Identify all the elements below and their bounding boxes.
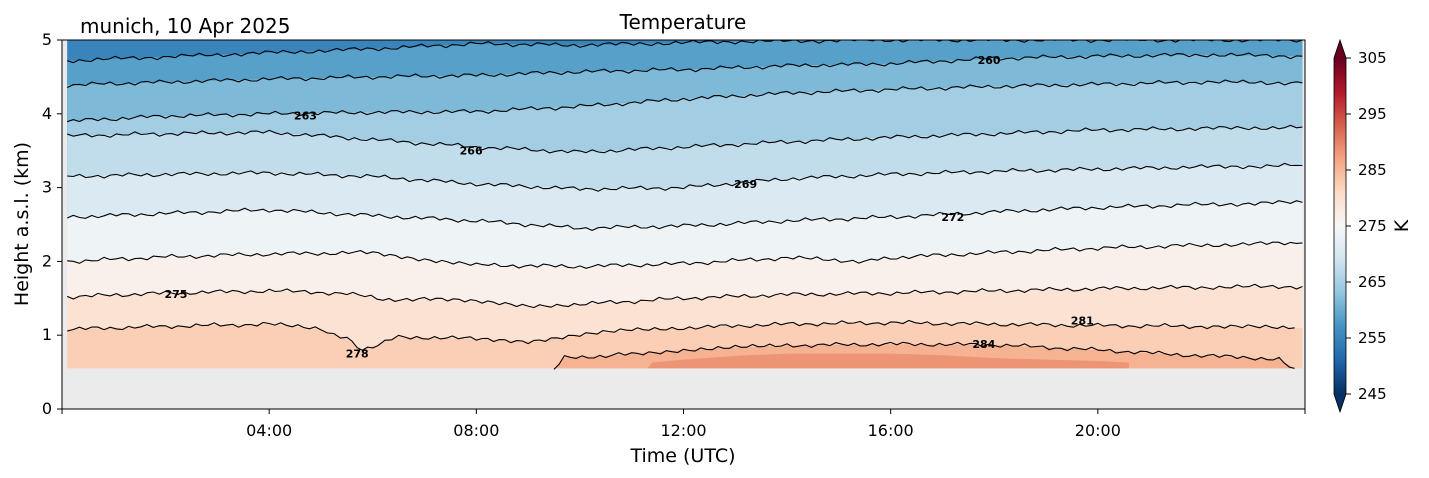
y-tick-label: 2 <box>42 251 52 270</box>
isotherm-line <box>67 241 1303 269</box>
colorbar: 245 255 265 275 285 295 305 K <box>1333 38 1413 414</box>
x-axis-label: Time (UTC) <box>629 445 735 467</box>
colorbar-extend-bottom <box>1334 394 1346 412</box>
colorbar-gradient <box>1334 58 1346 394</box>
colorbar-tick-label: 295 <box>1358 105 1387 123</box>
x-tick-label: 20:00 <box>1075 421 1121 440</box>
isotherm-label: 260 <box>978 54 1001 67</box>
isotherm-line <box>66 283 1303 309</box>
y-tick-label: 4 <box>42 104 52 123</box>
plot-area: 260 263 266 269 272 275 278 281 284 <box>61 39 1306 410</box>
colorbar-extend-top <box>1334 40 1346 58</box>
isotherm-label: 272 <box>941 211 964 224</box>
isotherm-label: 275 <box>164 288 187 301</box>
isotherm-label: 281 <box>1071 314 1094 327</box>
x-tick-label: 12:00 <box>660 421 706 440</box>
isotherm-label: 284 <box>972 338 995 351</box>
x-axis: 04:00 08:00 12:00 16:00 20:00 <box>61 409 1306 440</box>
location-date-label: munich, 10 Apr 2025 <box>80 14 290 38</box>
y-tick-label: 0 <box>42 399 52 418</box>
isotherm-line <box>66 52 1303 88</box>
colorbar-ticks: 245 255 265 275 285 295 305 <box>1333 38 1387 414</box>
colorbar-tick-label: 265 <box>1358 273 1387 291</box>
y-tick-label: 3 <box>42 178 52 197</box>
temperature-fill-bands <box>67 40 1303 369</box>
isotherm-labels: 260 263 266 269 272 275 278 281 284 <box>164 54 1093 361</box>
isotherm-label: 278 <box>346 348 369 361</box>
isotherm-label: 266 <box>460 145 483 158</box>
isotherm-line <box>66 200 1303 232</box>
y-axis: 0 1 2 3 4 5 <box>42 30 62 418</box>
x-tick-label: 08:00 <box>453 421 499 440</box>
isotherm-line <box>553 341 1295 370</box>
isotherm-line <box>67 124 1303 154</box>
isotherm-label: 269 <box>734 178 757 191</box>
isotherm-label: 263 <box>294 109 317 122</box>
chart-title: Temperature <box>619 10 747 34</box>
y-tick-label: 1 <box>42 325 52 344</box>
colorbar-tick-label: 285 <box>1358 161 1387 179</box>
isotherm-line <box>67 319 1295 351</box>
colorbar-tick-label: 245 <box>1358 385 1387 403</box>
y-axis-label: Height a.s.l. (km) <box>11 142 33 306</box>
colorbar-tick-label: 275 <box>1358 217 1387 235</box>
x-tick-label: 16:00 <box>868 421 914 440</box>
x-tick-label: 04:00 <box>246 421 292 440</box>
temperature-band <box>647 353 1129 369</box>
isotherm-line <box>67 162 1303 192</box>
y-tick-label: 5 <box>42 30 52 49</box>
colorbar-tick-label: 255 <box>1358 329 1387 347</box>
colorbar-label: K <box>1391 219 1413 232</box>
colorbar-tick-label: 305 <box>1358 49 1387 67</box>
isotherm-line <box>67 79 1303 123</box>
